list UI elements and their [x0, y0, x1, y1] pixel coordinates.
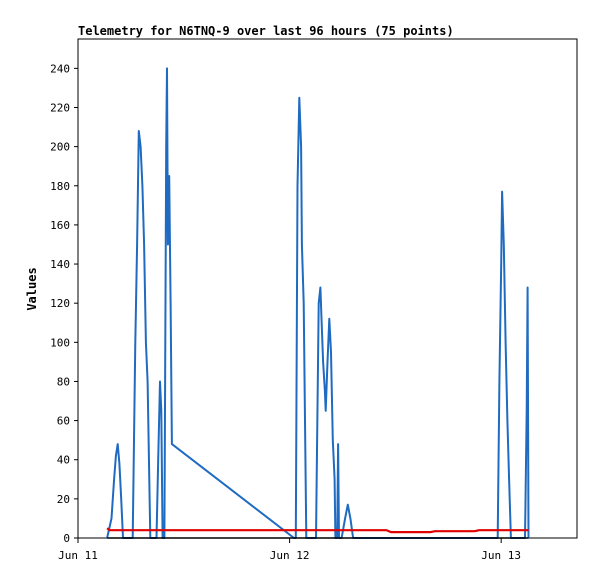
y-tick-label: 0 — [63, 532, 70, 545]
y-tick-label: 200 — [50, 141, 70, 154]
y-tick-label: 180 — [50, 180, 70, 193]
y-tick-label: 140 — [50, 258, 70, 271]
x-axis: Jun 11 Jun 12 Jun 13 — [58, 538, 521, 562]
y-tick-label: 60 — [57, 415, 70, 428]
x-tick-label: Jun 13 — [481, 549, 521, 562]
y-tick-label: 160 — [50, 219, 70, 232]
y-tick-label: 20 — [57, 493, 70, 506]
series-line-0 — [106, 67, 530, 539]
y-tick-label: 40 — [57, 454, 70, 467]
x-tick-label: Jun 12 — [270, 549, 310, 562]
plot-area — [77, 38, 578, 539]
y-axis: 0 20 40 60 80 100 120 140 160 180 200 220 240 — [50, 62, 78, 545]
chart-title: Telemetry for N6TNQ-9 over last 96 hours… — [78, 24, 454, 38]
y-tick-label: 220 — [50, 101, 70, 114]
y-tick-label: 80 — [57, 375, 70, 388]
y-axis-label: Values — [25, 267, 39, 310]
series-group — [106, 67, 530, 539]
series-line-1 — [106, 527, 529, 534]
x-tick-label: Jun 11 — [58, 549, 98, 562]
y-tick-label: 100 — [50, 336, 70, 349]
y-tick-label: 240 — [50, 62, 70, 75]
y-tick-label: 120 — [50, 297, 70, 310]
